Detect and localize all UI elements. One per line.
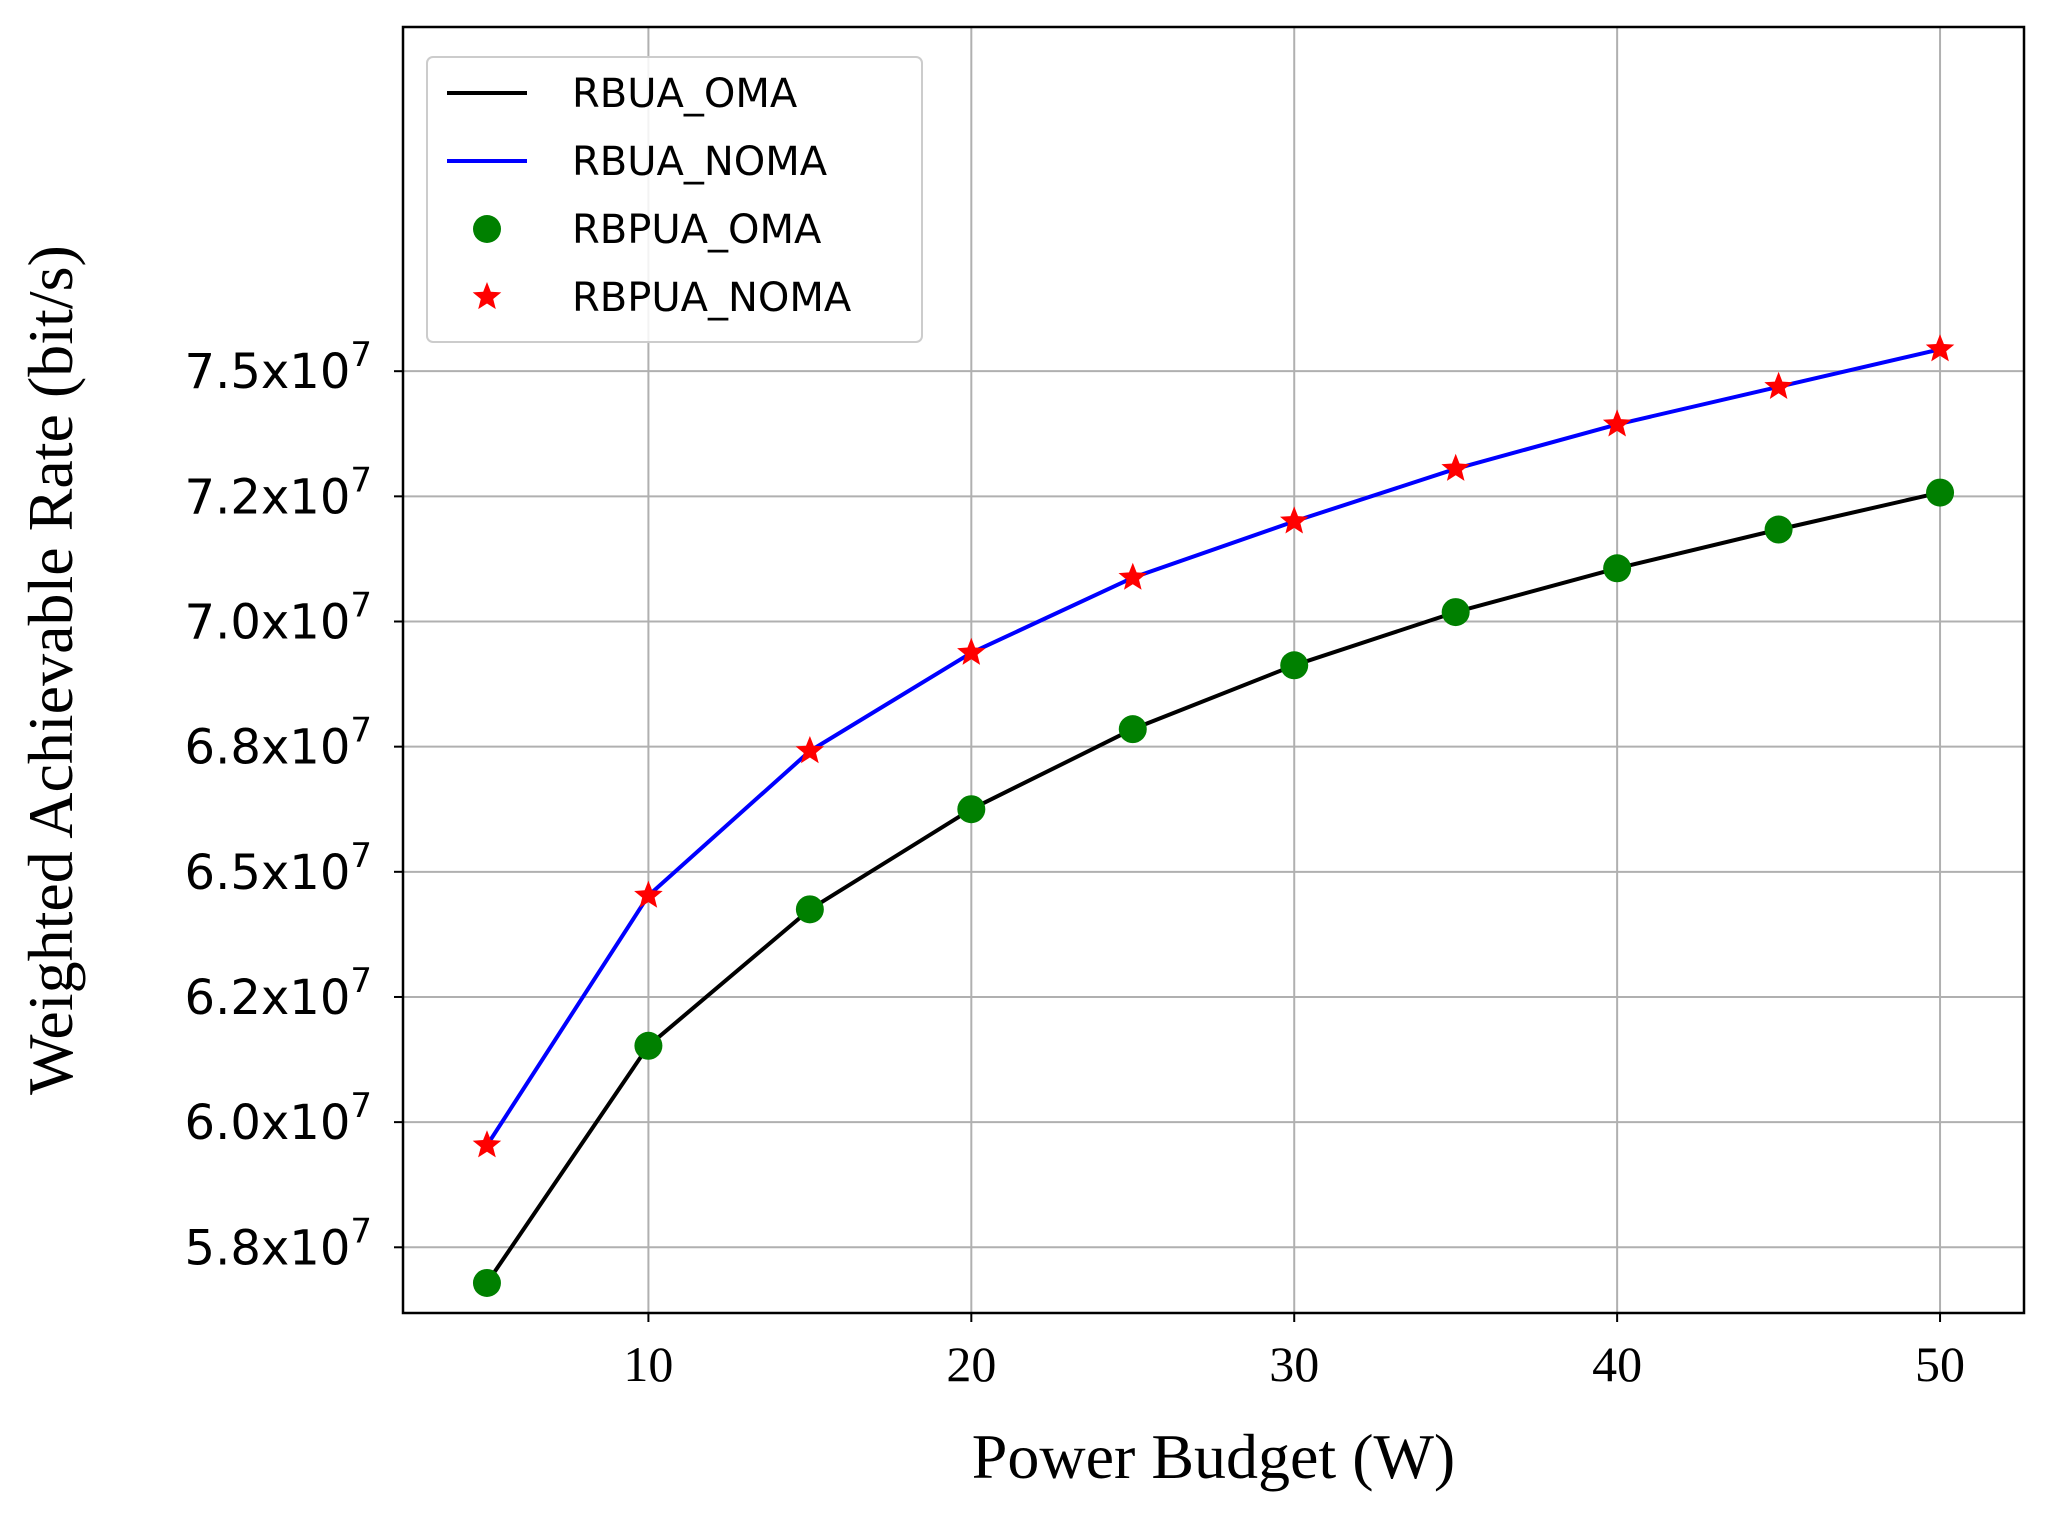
y-tick-mantissa: 7.5x10 [185, 344, 351, 400]
y-tick-exponent: 7 [350, 460, 372, 500]
y-tick-exponent: 7 [350, 586, 372, 626]
y-tick-mantissa: 6.8x10 [185, 720, 351, 776]
marker-RBPUA_NOMA [1118, 562, 1147, 590]
marker-RBPUA_OMA [1441, 598, 1470, 627]
grid [403, 27, 2024, 1313]
y-tick-label: 5.8x107 [185, 1211, 372, 1276]
marker-RBPUA_NOMA [1602, 409, 1632, 437]
x-tick-label: 40 [1592, 1336, 1642, 1392]
marker-RBPUA_OMA [957, 795, 986, 824]
marker-RBPUA_OMA [634, 1031, 663, 1060]
y-axis-title: Weighted Achievable Rate (bit/s) [15, 245, 86, 1095]
y-tick-label: 6.0x107 [185, 1086, 372, 1151]
y-tick-label: 7.2x107 [185, 460, 372, 525]
axis-ticks: 10 20 30 40 505.8x1076.0x1076.2x1076.5x1076.… [185, 335, 1966, 1392]
y-tick-exponent: 7 [350, 961, 372, 1001]
legend-label: RBPUA_OMA [572, 207, 822, 253]
legend-label: RBUA_OMA [572, 71, 798, 117]
y-tick-mantissa: 7.0x10 [185, 595, 351, 651]
x-tick-label: 30 [1269, 1336, 1319, 1392]
legend-box [426, 56, 923, 343]
y-tick-label: 6.8x107 [185, 711, 372, 776]
y-tick-mantissa: 6.0x10 [185, 1095, 351, 1151]
marker-RBPUA_NOMA [795, 736, 825, 764]
x-tick-label: 10 [623, 1336, 673, 1392]
y-tick-exponent: 7 [350, 711, 372, 751]
marker-RBPUA_NOMA [1764, 371, 1793, 399]
y-tick-label: 6.5x107 [185, 836, 372, 901]
series-line-RBUA_NOMA [485, 347, 1941, 1147]
legend: RBUA_OMA RBUA_NOMA RBPUA_OMA RBPUA_NOMA [426, 56, 923, 343]
marker-RBPUA_OMA [1603, 554, 1632, 583]
x-axis-title: Power Budget (W) [972, 1421, 1455, 1492]
y-tick-mantissa: 7.2x10 [185, 469, 351, 525]
plot-series [472, 334, 1955, 1297]
marker-RBPUA_NOMA [472, 1130, 502, 1158]
marker-RBPUA_OMA [1926, 478, 1955, 507]
legend-swatch-RBPUA_OMA [473, 215, 501, 243]
y-tick-label: 7.0x107 [185, 586, 372, 651]
y-tick-mantissa: 5.8x10 [185, 1220, 351, 1276]
y-tick-exponent: 7 [350, 1086, 372, 1126]
x-tick-label: 20 [946, 1336, 996, 1392]
y-tick-mantissa: 6.2x10 [185, 970, 351, 1026]
x-tick-label: 50 [1915, 1336, 1965, 1392]
y-tick-label: 7.5x107 [185, 335, 372, 400]
marker-RBPUA_NOMA [957, 637, 986, 665]
series-line-RBUA_OMA [485, 490, 1941, 1285]
y-tick-exponent: 7 [350, 335, 372, 375]
marker-RBPUA_OMA [795, 895, 824, 924]
marker-RBPUA_NOMA [1925, 334, 1955, 362]
y-tick-mantissa: 6.5x10 [185, 845, 351, 901]
legend-swatch-RBPUA_NOMA [472, 282, 502, 310]
y-tick-label: 6.2x107 [185, 961, 372, 1026]
y-tick-exponent: 7 [350, 1211, 372, 1251]
marker-RBPUA_OMA [1764, 515, 1793, 544]
marker-RBPUA_NOMA [1280, 506, 1309, 534]
marker-RBPUA_OMA [472, 1268, 501, 1297]
y-tick-exponent: 7 [350, 836, 372, 876]
marker-RBPUA_OMA [1280, 651, 1309, 680]
legend-label: RBUA_NOMA [572, 139, 828, 185]
marker-RBPUA_NOMA [1441, 453, 1470, 481]
marker-RBPUA_OMA [1118, 715, 1147, 744]
legend-label: RBPUA_NOMA [572, 275, 852, 321]
plot-frame [401, 25, 2026, 1315]
marker-RBPUA_NOMA [634, 880, 663, 908]
